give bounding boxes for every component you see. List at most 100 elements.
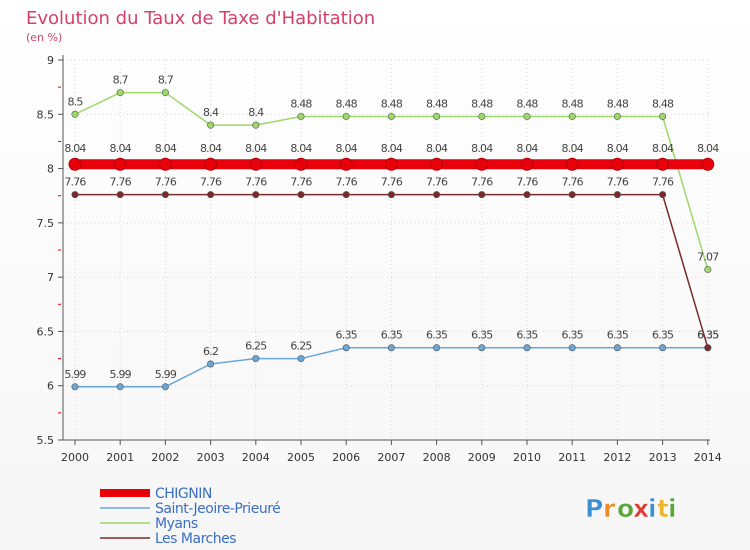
legend-label: Saint-Jeoire-Prieuré [155,501,280,517]
x-tick-label: 2012 [603,451,631,464]
data-label: 7.76 [381,176,403,189]
data-label: 5.99 [110,368,132,381]
data-point [71,191,79,199]
x-tick-label: 2001 [106,451,134,464]
data-label: 6.25 [245,340,267,353]
data-labels: 8.04 8.04 8.04 8.04 8.04 8.04 8.04 8.04 8.04 8.04… [64,74,720,381]
data-point [659,344,667,352]
data-label: 7.76 [607,176,629,189]
brand-letter: x [633,494,649,523]
data-point [207,121,215,129]
data-label: 8.04 [697,142,719,155]
brand-letter: o [617,494,634,523]
data-label: 8.04 [562,142,584,155]
y-tick-label: 9 [47,54,54,67]
data-label: 8.04 [200,142,222,155]
data-label: 8.48 [381,97,403,110]
data-label: 8.04 [110,142,132,155]
data-label: 7.76 [200,176,222,189]
y-tick-label: 8.5 [37,108,55,121]
data-point [339,157,353,171]
data-label: 7.76 [336,176,358,189]
data-point [430,157,444,171]
data-label: 7.76 [516,176,538,189]
data-label: 8.48 [336,97,358,110]
data-point [433,191,441,199]
y-tick-label: 8 [47,163,54,176]
data-point [704,344,712,352]
data-point [387,112,395,120]
data-point [71,110,79,118]
data-point [116,89,124,97]
data-point [478,344,486,352]
data-point [161,383,169,391]
data-point [113,157,127,171]
data-label: 8.04 [64,142,86,155]
brand-letter: i [648,494,657,523]
data-point [704,266,712,274]
brand-letter: P [585,494,603,523]
data-point [701,157,715,171]
data-label: 8.48 [471,97,493,110]
data-point [656,157,670,171]
data-label: 6.35 [607,329,629,342]
data-point [523,344,531,352]
data-point [297,112,305,120]
data-point [387,344,395,352]
data-label: 8.4 [203,106,219,119]
data-point [161,89,169,97]
data-point [116,383,124,391]
data-point [478,112,486,120]
data-label: 5.99 [155,368,177,381]
data-label: 7.76 [426,176,448,189]
data-point [249,157,263,171]
data-point [613,344,621,352]
data-label: 7.76 [471,176,493,189]
data-label: 6.2 [203,345,218,358]
data-label: 7.07 [697,251,719,264]
data-label: 6.35 [426,329,448,342]
legend-label: Les Marches [155,531,236,547]
data-label: 8.04 [471,142,493,155]
legend-label: CHIGNIN [155,486,212,502]
grid-lines [63,59,710,441]
x-tick-label: 2005 [287,451,315,464]
data-label: 6.35 [697,329,719,342]
data-point [610,157,624,171]
data-point [523,191,531,199]
data-point [204,157,218,171]
chart-title: Evolution du Taux de Taxe d'Habitation [26,8,375,29]
data-point [252,121,260,129]
data-label: 8.04 [652,142,674,155]
x-tick-label: 2009 [468,451,496,464]
data-point [71,383,79,391]
data-point [659,112,667,120]
data-label: 8.5 [67,95,83,108]
y-tick-label: 7 [47,271,54,284]
data-label: 6.35 [381,329,403,342]
data-label: 7.76 [155,176,177,189]
data-point [252,355,260,363]
data-point [565,157,579,171]
data-point [478,191,486,199]
data-point [294,157,308,171]
data-point [207,191,215,199]
data-point [659,191,667,199]
data-label: 7.76 [290,176,312,189]
data-label: 8.4 [248,106,264,119]
brand-letter: i [668,494,677,523]
data-label: 8.04 [290,142,312,155]
data-point [568,191,576,199]
data-label: 8.04 [155,142,177,155]
data-label: 8.48 [290,97,312,110]
y-tick-label: 7.5 [37,217,55,230]
data-label: 6.35 [336,329,358,342]
data-label: 7.76 [652,176,674,189]
x-tick-label: 2006 [332,451,360,464]
data-point [252,191,260,199]
data-point [613,112,621,120]
data-label: 8.7 [113,74,129,87]
data-point [342,112,350,120]
data-label: 8.48 [652,97,674,110]
